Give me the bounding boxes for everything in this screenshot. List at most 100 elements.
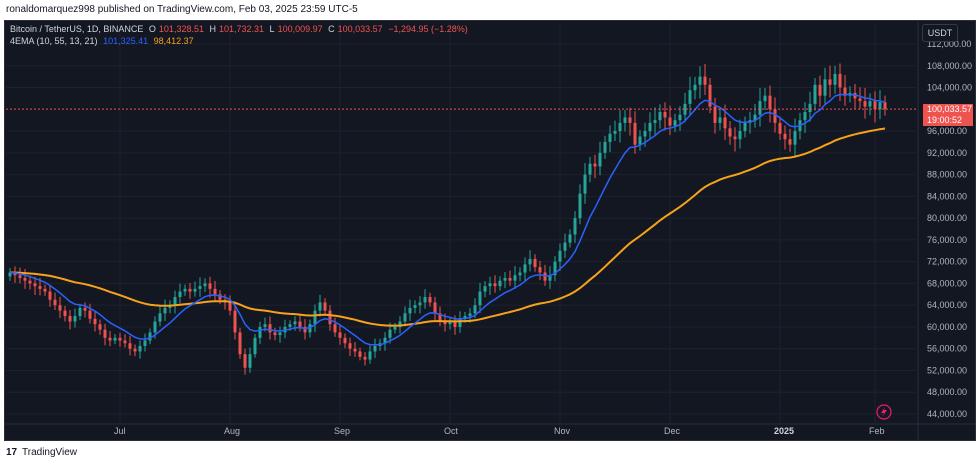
open-label: O	[148, 24, 156, 34]
tradingview-brand[interactable]: TradingView	[22, 447, 78, 458]
candle-body	[503, 277, 507, 281]
publisher-header: ronaldomarquez998 published on TradingVi…	[0, 0, 980, 20]
currency-selector[interactable]: USDT	[922, 24, 958, 42]
price-axis-label: 60,000.00	[927, 322, 967, 332]
candle-body	[448, 321, 452, 325]
candle-body	[353, 348, 357, 352]
price-axis-label: 48,000.00	[927, 387, 967, 397]
candle-body	[693, 84, 697, 91]
candle-body	[418, 302, 422, 306]
candle-body	[313, 310, 317, 325]
candle-body	[373, 345, 377, 352]
candle-body	[213, 288, 217, 295]
time-axis-label: Sep	[334, 426, 350, 436]
candle-body	[13, 272, 17, 276]
candle-body	[328, 310, 332, 325]
bar-countdown: 19:00:52	[927, 115, 963, 125]
candle-body	[723, 117, 727, 129]
candle-body	[23, 277, 27, 281]
ema-slow-value: 98,412.37	[153, 36, 194, 46]
candle-body	[658, 112, 662, 121]
candle-body	[813, 84, 817, 104]
price-axis-label: 72,000.00	[927, 257, 967, 267]
candle-body	[783, 133, 787, 140]
candle-body	[258, 326, 262, 338]
candle-body	[273, 332, 277, 336]
candle-body	[618, 122, 622, 132]
candle-body	[8, 272, 12, 277]
candle-body	[338, 332, 342, 338]
candle-body	[368, 351, 372, 360]
candle-body	[678, 114, 682, 121]
candle-body	[73, 316, 77, 322]
candle-body	[38, 286, 42, 289]
candle-body	[538, 267, 542, 273]
candle-body	[648, 122, 652, 132]
candle-body	[613, 131, 617, 134]
ema-title[interactable]: 4EMA (10, 55, 13, 21)	[10, 36, 98, 46]
close-value: 100,033.57	[337, 24, 383, 34]
candle-body	[208, 283, 212, 289]
time-axis-label: Dec	[664, 426, 681, 436]
candle-body	[493, 283, 497, 287]
candle-body	[153, 321, 157, 333]
candle-body	[398, 321, 402, 327]
candle-body	[43, 288, 47, 292]
candle-body	[113, 337, 117, 341]
candle-body	[733, 136, 737, 140]
candle-body	[548, 275, 552, 281]
price-axis-label: 56,000.00	[927, 344, 967, 354]
candle-body	[163, 307, 167, 314]
candle-body	[653, 120, 657, 123]
candle-body	[828, 79, 832, 85]
candle-body	[668, 117, 672, 126]
candle-body	[293, 321, 297, 325]
candle-body	[573, 218, 577, 235]
candle-body	[138, 345, 142, 352]
candle-body	[663, 112, 667, 118]
price-axis-label: 80,000.00	[927, 213, 967, 223]
candle-body	[108, 337, 112, 341]
candle-body	[388, 329, 392, 338]
close-label: C	[328, 24, 335, 34]
price-axis-label: 104,000.00	[927, 83, 972, 93]
candle-body	[438, 313, 442, 322]
candle-body	[423, 297, 427, 303]
candle-body	[268, 324, 272, 333]
candle-body	[383, 337, 387, 344]
legend-row-ohlc: Bitcoin / TetherUS, 1D, BINANCE O 101,328…	[10, 24, 471, 34]
candle-body	[858, 98, 862, 102]
candle-body	[583, 174, 587, 194]
candle-body	[833, 73, 837, 85]
candle-body	[48, 291, 52, 300]
candle-body	[633, 122, 637, 145]
current-price-value: 100,033.57	[927, 104, 973, 114]
candle-body	[718, 117, 722, 123]
candle-body	[863, 101, 867, 107]
candle-body	[318, 302, 322, 311]
candle-body	[158, 313, 162, 322]
candle-body	[873, 101, 877, 110]
candle-body	[263, 324, 267, 327]
candle-body	[878, 102, 882, 110]
candle-body	[843, 87, 847, 96]
candle-body	[673, 120, 677, 126]
candle-body	[478, 291, 482, 306]
ema-fast-line	[9, 93, 886, 346]
candle-body	[18, 275, 22, 278]
candle-body	[278, 332, 282, 336]
candle-body	[83, 307, 87, 311]
candle-body	[528, 258, 532, 265]
candle-body	[68, 316, 72, 322]
candle-body	[33, 283, 37, 287]
tradingview-logo-icon[interactable]: 17	[6, 447, 18, 458]
price-axis-label: 88,000.00	[927, 170, 967, 180]
lightning-icon	[876, 404, 892, 420]
candle-body	[203, 283, 207, 287]
candle-body	[698, 76, 702, 85]
symbol-title[interactable]: Bitcoin / TetherUS, 1D, BINANCE	[10, 24, 144, 34]
candle-body	[88, 310, 92, 319]
candle-body	[488, 283, 492, 287]
candle-body	[753, 114, 757, 121]
